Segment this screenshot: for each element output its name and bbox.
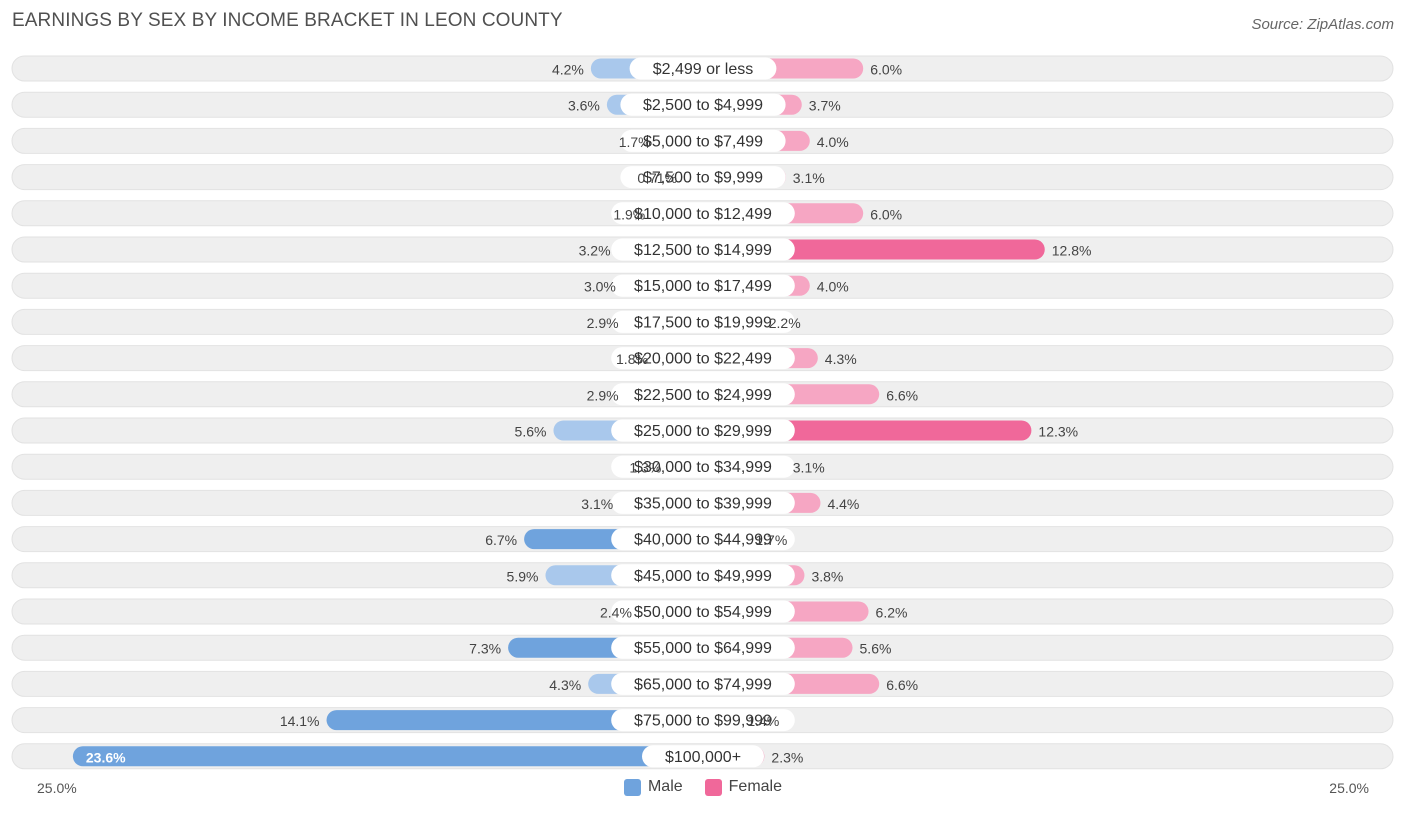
category-label-bg <box>611 491 795 514</box>
female-value-label: 4.4% <box>827 496 859 512</box>
category-label: $50,000 to $54,999 <box>634 604 772 621</box>
category-label: $2,499 or less <box>653 61 754 78</box>
category-label-bg <box>611 455 795 478</box>
legend-item-female[interactable]: Female <box>704 778 783 796</box>
female-value-label: 12.3% <box>1038 424 1078 440</box>
legend-label-female: Female <box>728 778 783 795</box>
female-value-label: 1.7% <box>755 532 787 548</box>
category-label-bg <box>620 166 786 189</box>
category-label-bg <box>620 93 786 116</box>
category-label-bg <box>611 202 795 225</box>
category-label-bg <box>611 238 795 261</box>
category-label: $35,000 to $39,999 <box>634 495 772 512</box>
male-value-label: 5.9% <box>507 568 539 584</box>
category-label: $5,000 to $7,499 <box>643 133 763 150</box>
female-value-label: 6.0% <box>870 62 902 78</box>
category-label-bg <box>611 528 795 551</box>
category-label-bg <box>611 564 795 587</box>
female-value-label: 4.0% <box>817 134 849 150</box>
male-value-label: 1.3% <box>629 460 661 476</box>
male-value-label: 7.3% <box>469 641 501 657</box>
category-label-bg <box>611 310 795 333</box>
legend-label-male: Male <box>647 778 683 795</box>
female-value-label: 1.4% <box>747 713 779 729</box>
source-label: Source: ZipAtlas.com <box>1251 16 1394 33</box>
axis-left-label: 25.0% <box>37 780 77 796</box>
category-label: $12,500 to $14,999 <box>634 242 772 259</box>
male-value-label: 4.2% <box>552 62 584 78</box>
category-label-bg <box>611 600 795 623</box>
male-value-label: 6.7% <box>485 532 517 548</box>
female-value-label: 12.8% <box>1052 243 1092 259</box>
female-value-label: 3.7% <box>809 98 841 114</box>
category-label: $30,000 to $34,999 <box>634 459 772 476</box>
male-value-label: 3.6% <box>568 98 600 114</box>
male-value-label: 2.9% <box>587 315 619 331</box>
category-label: $65,000 to $74,999 <box>634 676 772 693</box>
category-label-bg <box>642 745 764 768</box>
category-label-bg <box>611 709 795 732</box>
category-label-bg <box>611 347 795 370</box>
male-value-label: 4.3% <box>549 677 581 693</box>
category-label: $55,000 to $64,999 <box>634 640 772 657</box>
male-value-label: 1.7% <box>619 134 651 150</box>
female-value-label: 4.3% <box>825 351 857 367</box>
female-value-label: 2.2% <box>769 315 801 331</box>
female-value-label: 6.6% <box>886 677 918 693</box>
category-label: $7,500 to $9,999 <box>643 170 763 187</box>
category-label: $22,500 to $24,999 <box>634 387 772 404</box>
male-value-label: 0.71% <box>637 170 677 186</box>
legend-item-male[interactable]: Male <box>623 778 683 796</box>
male-value-label: 3.1% <box>581 496 613 512</box>
category-label-bg <box>611 419 795 442</box>
legend-swatch-male <box>623 778 641 796</box>
female-value-label: 4.0% <box>817 279 849 295</box>
male-value-label: 14.1% <box>280 713 320 729</box>
male-value-label: 2.9% <box>587 387 619 403</box>
category-label-bg <box>611 274 795 297</box>
male-value-label: 1.8% <box>616 351 648 367</box>
category-label: $75,000 to $99,999 <box>634 713 772 730</box>
category-label-bg <box>611 383 795 406</box>
category-label: $40,000 to $44,999 <box>634 532 772 549</box>
female-value-label: 3.1% <box>793 170 825 186</box>
category-label-bg <box>611 636 795 659</box>
female-value-label: 3.8% <box>811 568 843 584</box>
category-label: $10,000 to $12,499 <box>634 206 772 223</box>
category-label: $2,500 to $4,999 <box>643 97 763 114</box>
category-label: $17,500 to $19,999 <box>634 314 772 331</box>
male-value-label: 2.4% <box>600 605 632 621</box>
category-label-bg <box>629 57 777 80</box>
category-label: $15,000 to $17,499 <box>634 278 772 295</box>
female-value-label: 6.2% <box>876 605 908 621</box>
axis-right-label: 25.0% <box>1329 780 1369 796</box>
category-label-bg <box>620 129 786 152</box>
male-bar <box>72 746 703 767</box>
category-label: $100,000+ <box>665 749 741 766</box>
category-label: $20,000 to $22,499 <box>634 351 772 368</box>
female-value-label: 6.6% <box>886 387 918 403</box>
legend-swatch-female <box>704 778 722 796</box>
female-value-label: 2.3% <box>771 749 803 765</box>
female-value-label: 5.6% <box>860 641 892 657</box>
male-value-label: 23.6% <box>86 749 126 765</box>
female-value-label: 6.0% <box>870 206 902 222</box>
male-value-label: 3.2% <box>579 243 611 259</box>
category-label: $45,000 to $49,999 <box>634 568 772 585</box>
chart-title: EARNINGS BY SEX BY INCOME BRACKET IN LEO… <box>12 10 563 31</box>
female-value-label: 3.1% <box>793 460 825 476</box>
legend: Male Female <box>0 778 1406 796</box>
male-bar <box>326 710 703 731</box>
male-value-label: 3.0% <box>584 279 616 295</box>
category-label: $25,000 to $29,999 <box>634 423 772 440</box>
male-value-label: 5.6% <box>515 424 547 440</box>
male-value-label: 1.9% <box>613 206 645 222</box>
category-label-bg <box>611 672 795 695</box>
